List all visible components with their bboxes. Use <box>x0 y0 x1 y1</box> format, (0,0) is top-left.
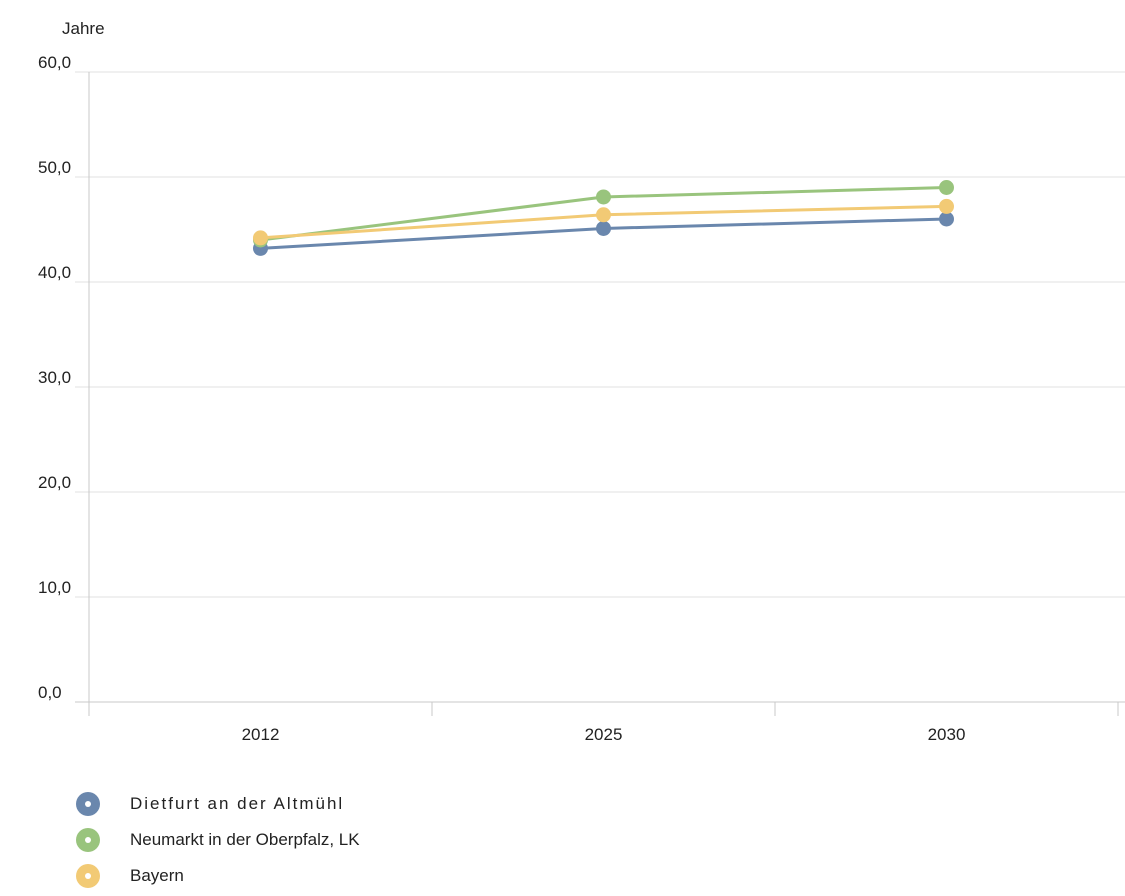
data-point <box>596 220 611 236</box>
axes <box>88 72 1119 716</box>
y-axis-unit-label: Jahre <box>62 19 105 38</box>
legend-marker-icon <box>76 864 100 888</box>
legend-marker-icon <box>76 828 100 852</box>
x-tick-labels: 2012 2025 2030 <box>242 725 966 744</box>
legend-marker-dot <box>85 873 91 879</box>
series-group <box>253 180 954 256</box>
legend-item: Dietfurt an der Altmühl <box>76 786 360 822</box>
y-tick-labels: 0,0 10,0 20,0 30,0 40,0 50,0 60,0 <box>38 53 71 702</box>
series-3 <box>253 198 954 246</box>
legend-label: Bayern <box>130 866 184 885</box>
data-point <box>253 230 268 246</box>
data-point <box>596 189 611 205</box>
legend-item: Bayern <box>76 858 360 894</box>
legend: Dietfurt an der Altmühl Neumarkt in der O… <box>76 786 360 894</box>
legend-marker-dot <box>85 801 91 807</box>
grid-lines <box>75 71 1125 703</box>
data-point <box>939 198 954 214</box>
legend-marker-dot <box>85 837 91 843</box>
x-tick-label: 2012 <box>242 725 280 744</box>
legend-item: Neumarkt in der Oberpfalz, LK <box>76 822 360 858</box>
y-tick-label: 50,0 <box>38 158 71 177</box>
y-tick-label: 30,0 <box>38 368 71 387</box>
y-tick-label: 60,0 <box>38 53 71 72</box>
y-tick-label: 10,0 <box>38 578 71 597</box>
legend-marker-icon <box>76 792 100 816</box>
legend-label: Dietfurt an der Altmühl <box>130 794 345 813</box>
data-point <box>596 207 611 223</box>
line-chart: Jahre 0,010,020,030,040,050,060,0 2012 20… <box>38 19 1125 744</box>
data-point <box>939 211 954 227</box>
legend-label: Neumarkt in der Oberpfalz, LK <box>130 830 360 849</box>
y-tick-label: 20,0 <box>38 473 71 492</box>
y-tick-label: 40,0 <box>38 263 71 282</box>
x-tick-label: 2030 <box>928 725 966 744</box>
y-tick-label: 0,0 <box>38 683 62 702</box>
data-point <box>939 180 954 195</box>
x-tick-label: 2025 <box>585 725 623 744</box>
